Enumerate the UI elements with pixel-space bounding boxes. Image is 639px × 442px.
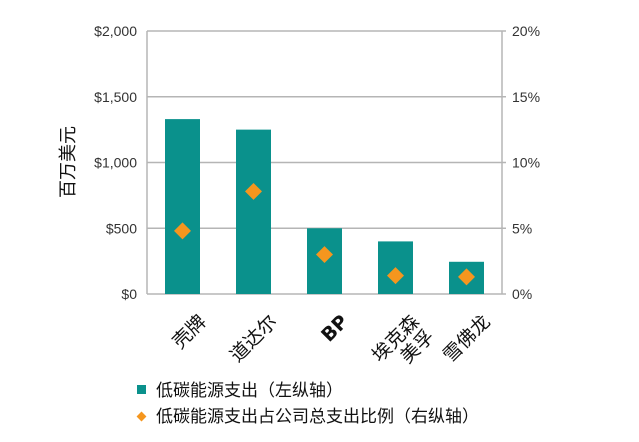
y-tick-label: $0 <box>121 286 137 302</box>
x-tick-label: 雪佛龙 <box>439 311 495 367</box>
diamond-marker <box>316 246 333 264</box>
y-tick-label: $1,500 <box>94 89 137 105</box>
diamond-marker <box>245 182 262 200</box>
x-tick-label-line: BP <box>317 311 353 347</box>
bar <box>165 119 200 294</box>
x-tick-label: 道达尔 <box>226 311 282 367</box>
legend-bar-swatch <box>137 385 146 394</box>
x-tick-label-line: 道达尔 <box>226 311 282 367</box>
x-tick-label-line: 雪佛龙 <box>439 311 495 367</box>
y-tick-label: $500 <box>106 220 137 236</box>
y-tick-label: $2,000 <box>94 23 137 39</box>
y2-tick-label: 20% <box>512 23 540 39</box>
y2-tick-label: 0% <box>512 286 532 302</box>
x-tick-label: BP <box>317 311 353 347</box>
diamond-marker <box>458 268 475 286</box>
x-tick-label: 埃克森美孚 <box>368 311 439 382</box>
diamond-marker <box>387 267 404 285</box>
x-tick-label-line: 壳牌 <box>168 311 210 353</box>
y2-tick-label: 5% <box>512 220 532 236</box>
y2-tick-label: 15% <box>512 89 540 105</box>
y-axis-label: 百万美元 <box>58 126 79 198</box>
bar <box>236 129 271 294</box>
y2-tick-label: 10% <box>512 155 540 171</box>
legend-label: 低碳能源支出（左纵轴） <box>156 381 343 401</box>
diamond-marker <box>174 222 191 240</box>
legend-label: 低碳能源支出占公司总支出比例（右纵轴） <box>156 407 479 427</box>
y-tick-label: $1,000 <box>94 155 137 171</box>
legend-diamond-swatch <box>136 411 147 422</box>
x-tick-label: 壳牌 <box>168 311 210 353</box>
